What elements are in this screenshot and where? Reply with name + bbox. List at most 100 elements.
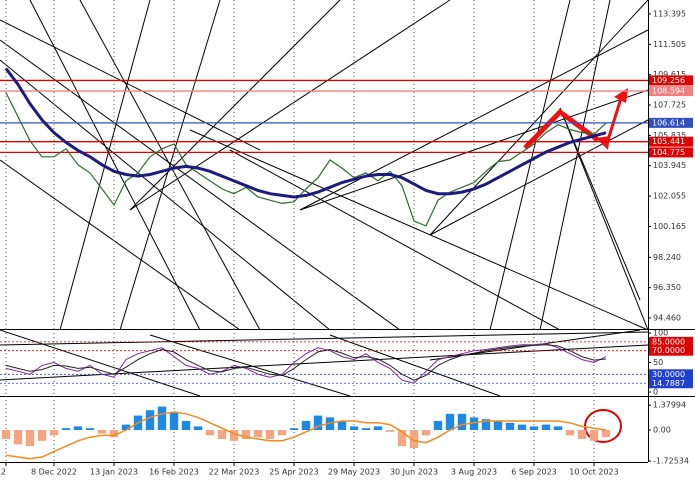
y-tick-label: 109.615 [653, 70, 686, 79]
y-tick-label: 1.37994 [653, 401, 686, 410]
x-tick-label: 29 May 2023 [328, 468, 380, 477]
histogram-bar [505, 422, 515, 430]
histogram-bar [253, 430, 263, 438]
histogram-bar [193, 426, 203, 430]
histogram-bar [349, 426, 359, 430]
y-tick-label: 113.395 [653, 9, 686, 18]
x-tick-label: 30 Jun 2023 [390, 468, 438, 477]
histogram-bar [109, 430, 119, 438]
histogram-bar [1, 430, 11, 439]
histogram-bar [373, 426, 383, 430]
level-label: 85.0000 [652, 337, 685, 346]
level-label-bg [649, 369, 693, 380]
y-tick-label: 102.055 [653, 192, 686, 201]
level-label-bg [649, 336, 693, 347]
series-line [4, 67, 607, 199]
series-line [5, 411, 607, 460]
histogram-bar [241, 430, 251, 439]
x-tick-label: 13 Jan 2023 [90, 468, 138, 477]
histogram-bar [157, 406, 167, 430]
histogram-bar [517, 424, 527, 430]
level-label-bg [649, 75, 693, 86]
histogram-bar [97, 430, 107, 434]
series-line [5, 343, 607, 384]
histogram-bar [169, 412, 179, 430]
x-tick-label: 8 Dec 2022 [31, 468, 77, 477]
level-label: 106.614 [652, 118, 685, 127]
y-tick-label: 50 [653, 358, 663, 367]
y-tick-label: 96.350 [653, 283, 681, 292]
level-label: 109.256 [652, 76, 685, 85]
histogram-bar [445, 413, 455, 430]
level-label: 105.441 [652, 137, 685, 146]
histogram-bar [385, 430, 395, 432]
histogram-bar [553, 426, 563, 430]
level-label: 108.594 [652, 87, 685, 96]
trend-lines [0, 0, 648, 329]
histogram-bar [325, 417, 335, 430]
histogram-bar [121, 424, 131, 430]
y-tick-label: 105.835 [653, 131, 686, 140]
histogram-bar [481, 419, 491, 430]
histogram-bar [361, 428, 371, 430]
histogram-bar [457, 413, 467, 430]
histogram-bar [265, 430, 275, 439]
x-tick-label: 10 Oct 2023 [569, 468, 618, 477]
histogram-bar [73, 426, 83, 430]
level-label: 14.7887 [652, 379, 685, 388]
level-label: 70.0000 [652, 346, 685, 355]
x-tick-label: 25 Apr 2023 [269, 468, 318, 477]
arrow-head [614, 88, 628, 103]
y-tick-label: 100.165 [653, 222, 686, 231]
histogram-bar [541, 424, 551, 430]
y-tick-label: 94.460 [653, 314, 681, 323]
histogram-bar [49, 430, 59, 436]
histogram-bar [181, 421, 191, 430]
histogram-bar [565, 430, 575, 436]
x-tick-label: 6 Sep 2023 [511, 468, 557, 477]
y-tick-label: 98.240 [653, 253, 681, 262]
histogram-bar [289, 428, 299, 430]
level-label: 30.0000 [652, 370, 685, 379]
level-label-bg [649, 86, 693, 97]
histogram-bar [409, 430, 419, 448]
histogram-bar [25, 430, 35, 447]
y-tick-label: 0.00 [653, 426, 671, 435]
histogram-bar [589, 430, 599, 441]
level-label: 104.775 [652, 148, 685, 157]
y-tick-label: 103.945 [653, 161, 686, 170]
histogram-bar [493, 421, 503, 430]
histogram-bar [217, 430, 227, 439]
histogram-bar [397, 430, 407, 447]
x-tick-label: 22 Mar 2023 [209, 468, 260, 477]
histogram-bar [13, 430, 23, 445]
x-tick-label: 2022 [0, 468, 6, 477]
level-label-bg [649, 345, 693, 356]
level-label-bg [649, 147, 693, 158]
histogram-bar [337, 421, 347, 430]
series-line [5, 92, 607, 227]
annotation-arrow [606, 94, 624, 141]
histogram-bar [313, 415, 323, 430]
y-tick-label: 111.505 [653, 40, 686, 49]
arrow-head [596, 136, 610, 150]
histogram-bar [85, 428, 95, 430]
level-label-bg [649, 136, 693, 147]
histogram-bar [421, 430, 431, 436]
y-tick-label: -1.72534 [653, 457, 689, 466]
x-tick-label: 16 Feb 2023 [149, 468, 199, 477]
histogram-bar [529, 426, 539, 430]
level-label-bg [649, 378, 693, 389]
annotation-arrow [523, 108, 600, 150]
y-tick-label: 100 [653, 329, 668, 338]
histogram-bar [229, 430, 239, 441]
histogram-bar [469, 417, 479, 430]
y-tick-label: 107.725 [653, 101, 686, 110]
histogram-bar [37, 430, 47, 441]
histogram-bar [577, 430, 587, 439]
histogram-bar [277, 430, 287, 436]
level-label-bg [649, 117, 693, 128]
histogram-bar [61, 428, 71, 430]
